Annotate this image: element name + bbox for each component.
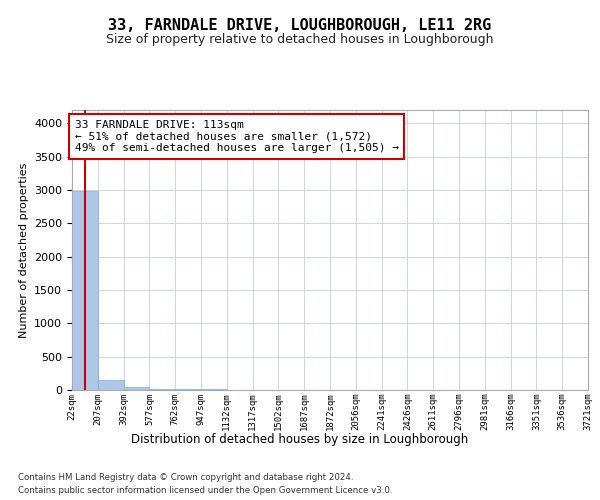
Bar <box>124 388 149 390</box>
Text: Contains HM Land Registry data © Crown copyright and database right 2024.: Contains HM Land Registry data © Crown c… <box>18 472 353 482</box>
Bar <box>149 389 175 390</box>
Text: Distribution of detached houses by size in Loughborough: Distribution of detached houses by size … <box>131 432 469 446</box>
Text: Size of property relative to detached houses in Loughborough: Size of property relative to detached ho… <box>106 32 494 46</box>
Bar <box>175 389 201 390</box>
Bar <box>98 380 124 390</box>
Text: 33, FARNDALE DRIVE, LOUGHBOROUGH, LE11 2RG: 33, FARNDALE DRIVE, LOUGHBOROUGH, LE11 2… <box>109 18 491 32</box>
Y-axis label: Number of detached properties: Number of detached properties <box>19 162 29 338</box>
Text: 33 FARNDALE DRIVE: 113sqm
← 51% of detached houses are smaller (1,572)
49% of se: 33 FARNDALE DRIVE: 113sqm ← 51% of detac… <box>75 120 399 153</box>
Text: Contains public sector information licensed under the Open Government Licence v3: Contains public sector information licen… <box>18 486 392 495</box>
Bar <box>72 192 98 390</box>
